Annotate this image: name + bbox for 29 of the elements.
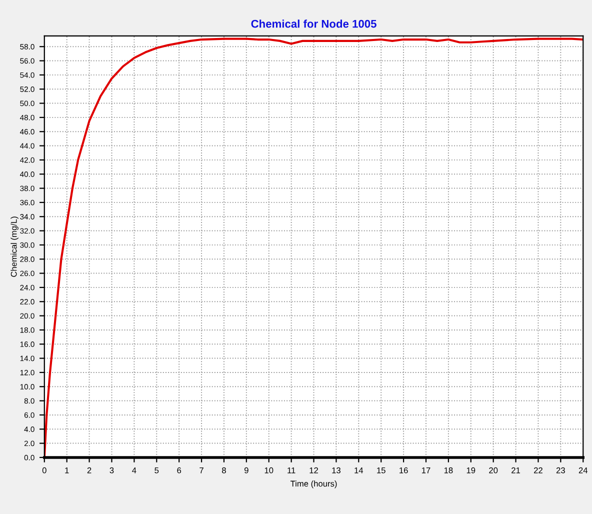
x-tick-label: 0 [42,467,46,474]
x-tick-label: 20 [489,467,498,474]
x-tick-label: 7 [200,467,204,474]
x-tick-label: 1 [65,467,69,474]
x-tick-label: 23 [556,467,565,474]
x-tick-label: 16 [400,467,408,474]
x-tick-label: 15 [377,467,386,474]
x-tick-label: 18 [444,467,453,474]
x-tick-label: 19 [466,467,476,474]
x-tick-label: 3 [110,467,114,474]
x-tick-label: 21 [512,467,520,474]
x-tick-label: 6 [177,467,182,474]
x-tick-label: 5 [154,467,159,474]
x-tick-label: 12 [310,467,318,474]
x-tick-label: 11 [288,467,296,474]
x-tick-label: 13 [332,467,340,474]
y-axis-title: Chemical (mg/L) [10,216,18,277]
x-tick-label: 2 [87,467,92,474]
chart-title: Chemical for Node 1005 [251,20,376,28]
line-series [44,38,584,458]
x-tick-label: 4 [132,467,136,474]
x-tick-label: 9 [244,467,248,474]
x-tick-label: 14 [354,467,364,474]
x-tick-label: 8 [222,467,226,474]
x-tick-label: 17 [422,467,430,474]
x-axis-title: Time (hours) [290,480,337,488]
x-tick-label: 24 [578,467,588,474]
x-tick-label: 10 [264,467,274,474]
x-tick-label: 22 [534,467,542,474]
